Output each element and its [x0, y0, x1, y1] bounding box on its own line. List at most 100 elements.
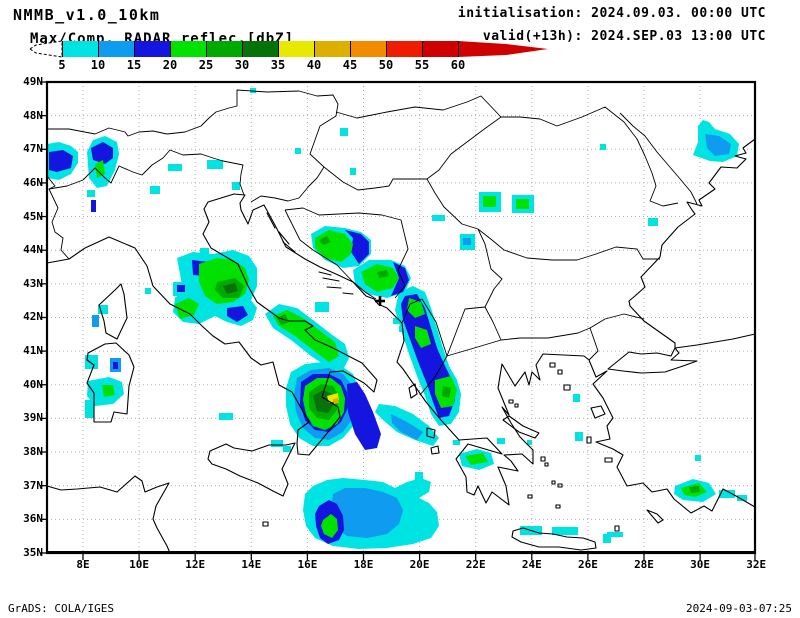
init-time-label: initialisation: 2024.09.03. 00:00 UTC — [457, 6, 766, 21]
colorbar-boundary — [386, 41, 387, 57]
border-path — [619, 112, 698, 205]
colorbar-boundary — [422, 41, 423, 57]
radar-echo-speck-level-5 — [350, 168, 356, 175]
coastline-path — [607, 347, 698, 374]
station-marker — [375, 296, 385, 306]
radar-echo-level-25 — [689, 486, 700, 493]
lon-tick-label: 26E — [577, 558, 598, 571]
radar-echo-level-15 — [192, 260, 248, 322]
lon-tick-label: 16E — [297, 558, 318, 571]
lat-tick-label: 35N — [23, 545, 43, 559]
lat-tick-label: 44N — [23, 243, 43, 257]
radar-echo-speck-level-5 — [85, 355, 98, 369]
coastline-path — [628, 138, 756, 349]
coastline-path — [46, 475, 171, 554]
colorbar-cell — [134, 41, 170, 57]
colorbar-tick-label: 45 — [342, 58, 358, 72]
radar-echo-level-10 — [331, 488, 403, 538]
country-borders — [46, 89, 698, 396]
lat-tick-label: 41N — [23, 344, 43, 358]
lon-tick-label: 10E — [129, 558, 150, 571]
radar-echo-speck-level-5 — [607, 532, 623, 537]
radar-echo-level-20 — [407, 298, 457, 408]
radar-echo-level-15 — [113, 362, 118, 369]
radar-reflectivity-blobs — [47, 88, 747, 549]
radar-echo-speck-level-5 — [150, 186, 160, 194]
lon-tick-label: 18E — [353, 558, 374, 571]
radar-echo-speck-level-5 — [271, 440, 283, 447]
radar-echo-level-25 — [319, 236, 389, 278]
radar-echo-speck-level-5 — [145, 288, 151, 294]
border-path — [426, 178, 660, 261]
radar-echo-level-20 — [95, 160, 105, 178]
lat-tick-label: 45N — [23, 209, 43, 223]
radar-echo-speck-level-5 — [87, 190, 95, 197]
valid-time-label: valid(+13h): 2024.SEP.03 13:00 UTC — [482, 29, 766, 44]
radar-echo-speck-level-5 — [250, 88, 256, 93]
lat-tick-label: 39N — [23, 411, 43, 425]
lat-tick-label: 46N — [23, 175, 43, 189]
colorbar-cell — [386, 41, 422, 57]
lat-tick-label: 37N — [23, 478, 43, 492]
radar-echo-level-10 — [391, 414, 423, 440]
radar-echo-level-10 — [463, 238, 471, 245]
lat-tick-label: 40N — [23, 377, 43, 391]
border-path — [401, 298, 448, 396]
border-path — [250, 166, 325, 203]
lon-tick-label: 32E — [746, 558, 767, 571]
border-path — [477, 228, 503, 308]
border-path — [46, 175, 70, 260]
lon-tick-label: 22E — [465, 558, 486, 571]
radar-echo-level-40 — [333, 398, 339, 404]
radar-echo-level-15 — [49, 150, 73, 172]
creation-timestamp: 2024-09-03-07:25 — [686, 602, 792, 615]
radar-echo-level-15 — [177, 285, 185, 292]
colorbar-cell — [98, 41, 134, 57]
lon-tick-label: 28E — [634, 558, 654, 571]
colorbar-boundary — [134, 41, 135, 57]
border-path — [284, 207, 402, 300]
radar-echo-level-10 — [705, 134, 731, 156]
lat-tick-label: 36N — [23, 512, 43, 526]
radar-echo-level-15 — [391, 262, 409, 296]
radar-echo-speck-level-5 — [527, 440, 532, 445]
colorbar-boundary — [170, 41, 171, 57]
map-canvas — [40, 80, 757, 560]
colorbar-boundary — [62, 41, 63, 57]
radar-echo-speck-level-5 — [399, 326, 405, 332]
lon-tick-label: 30E — [690, 558, 711, 571]
colorbar-tick-label: 10 — [90, 58, 106, 72]
colorbar-boundary — [206, 41, 207, 57]
latitude-axis: 49N 48N 47N 46N 45N 44N 43N 42N 41N 40N 39N 38N 37N 3… — [0, 0, 46, 618]
coastlines — [46, 138, 756, 554]
lat-tick-label: 38N — [23, 445, 43, 459]
radar-echo-speck-level-5 — [453, 440, 460, 445]
colorbar-boundary — [458, 41, 459, 57]
radar-echo-level-20 — [321, 514, 338, 538]
radar-echo-level-15 — [345, 230, 369, 264]
lat-tick-label: 42N — [23, 310, 43, 324]
radar-echo-speck-level-5 — [432, 215, 445, 221]
radar-echo-speck-level-5 — [85, 400, 94, 418]
lon-tick-label: 12E — [185, 558, 206, 571]
colorbar-boundary — [278, 41, 279, 57]
colorbar-tick-label: 55 — [414, 58, 430, 72]
colorbar-cell — [350, 41, 386, 57]
lat-tick-label: 49N — [23, 75, 43, 88]
radar-echo-level-15 — [91, 200, 96, 212]
border-path — [48, 149, 245, 196]
map-frame — [40, 80, 757, 560]
lon-tick-label: 8E — [76, 558, 90, 571]
radar-echo-speck-level-5 — [393, 318, 401, 324]
border-path — [323, 106, 679, 207]
radar-echo-speck-level-5 — [573, 394, 580, 402]
radar-echo-speck-level-5 — [719, 490, 735, 498]
radar-echo-speck-level-5 — [497, 438, 505, 444]
radar-echo-speck-level-5 — [600, 144, 606, 150]
coastline-path — [266, 212, 354, 295]
page-title: NMMB_v1.0_10km — [13, 6, 161, 24]
coastline-path — [262, 362, 620, 532]
colorbar-tick-label: 30 — [234, 58, 250, 72]
